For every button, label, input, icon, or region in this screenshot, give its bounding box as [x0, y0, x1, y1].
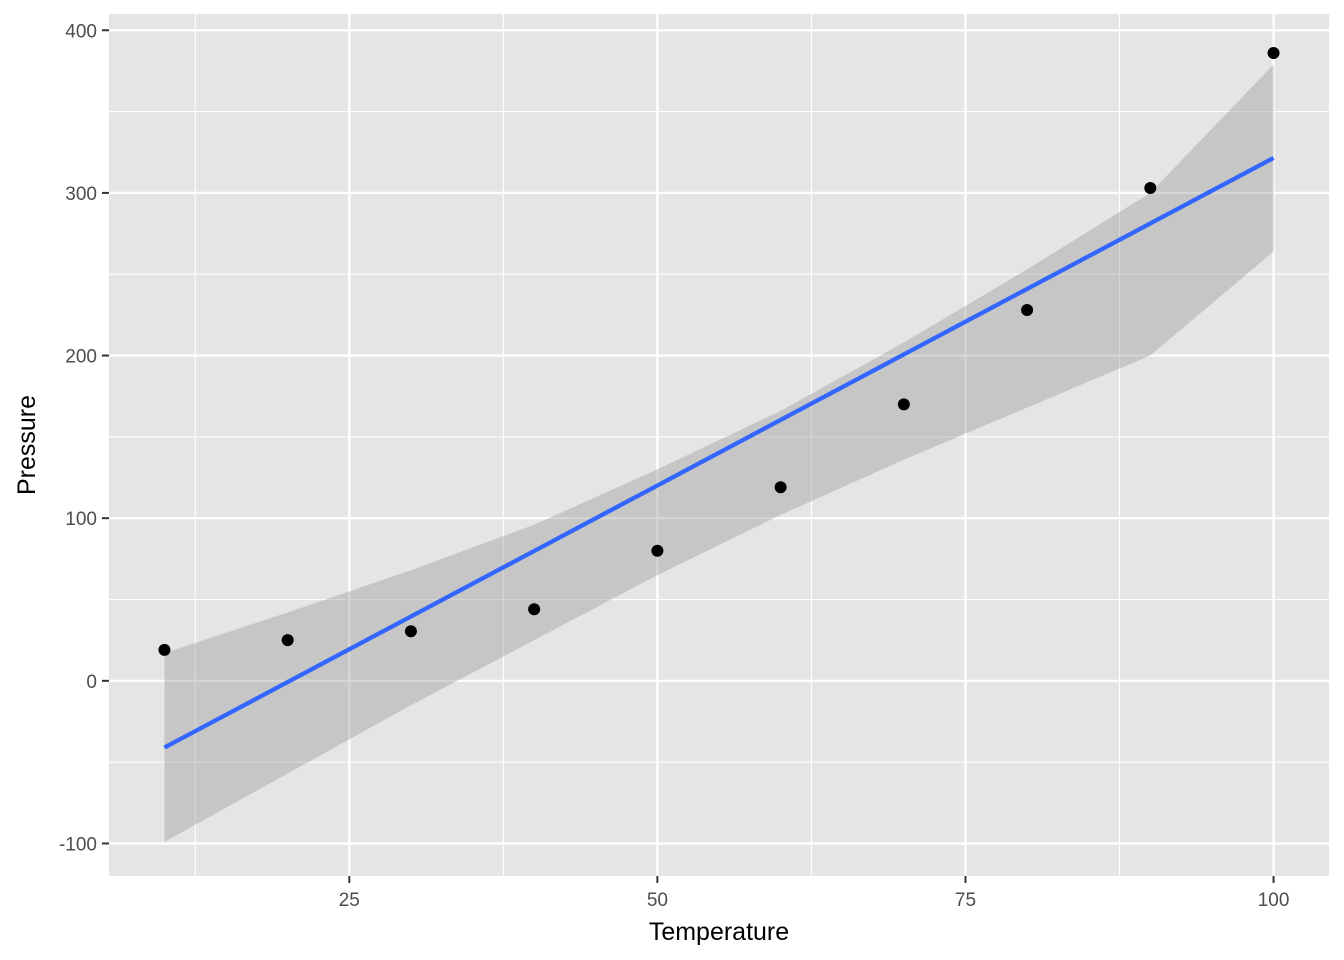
plot-panel	[109, 14, 1329, 876]
x-tick-label: 75	[955, 890, 976, 911]
data-point	[1144, 182, 1157, 195]
x-tick-label: 50	[647, 890, 668, 911]
x-tick-label: 25	[339, 890, 360, 911]
x-tick-label: 100	[1258, 890, 1290, 911]
y-tick-label: -100	[59, 834, 97, 855]
y-tick-label: 300	[65, 184, 97, 205]
major-gridlines	[109, 14, 1329, 876]
fit-line-layer	[163, 156, 1275, 750]
minor-gridlines	[109, 14, 1329, 876]
data-point	[774, 481, 787, 494]
data-point	[897, 398, 910, 411]
data-point	[158, 643, 171, 656]
y-tick-label: 400	[65, 21, 97, 42]
data-point	[528, 603, 541, 616]
y-axis-title: Pressure	[13, 395, 41, 495]
data-point	[651, 544, 664, 557]
x-axis-title: Temperature	[649, 918, 789, 946]
y-tick-label: 100	[65, 509, 97, 530]
data-point	[281, 634, 294, 647]
data-point	[1267, 47, 1280, 60]
points-layer	[158, 47, 1280, 656]
data-point	[404, 625, 417, 638]
y-tick-label: 200	[65, 347, 97, 368]
data-point	[1021, 304, 1034, 317]
y-tick-label: 0	[86, 672, 97, 693]
regression-line	[163, 156, 1275, 750]
axis-ticks: 25 50 75 100 -100 0 100 200 300 400	[59, 21, 1289, 911]
